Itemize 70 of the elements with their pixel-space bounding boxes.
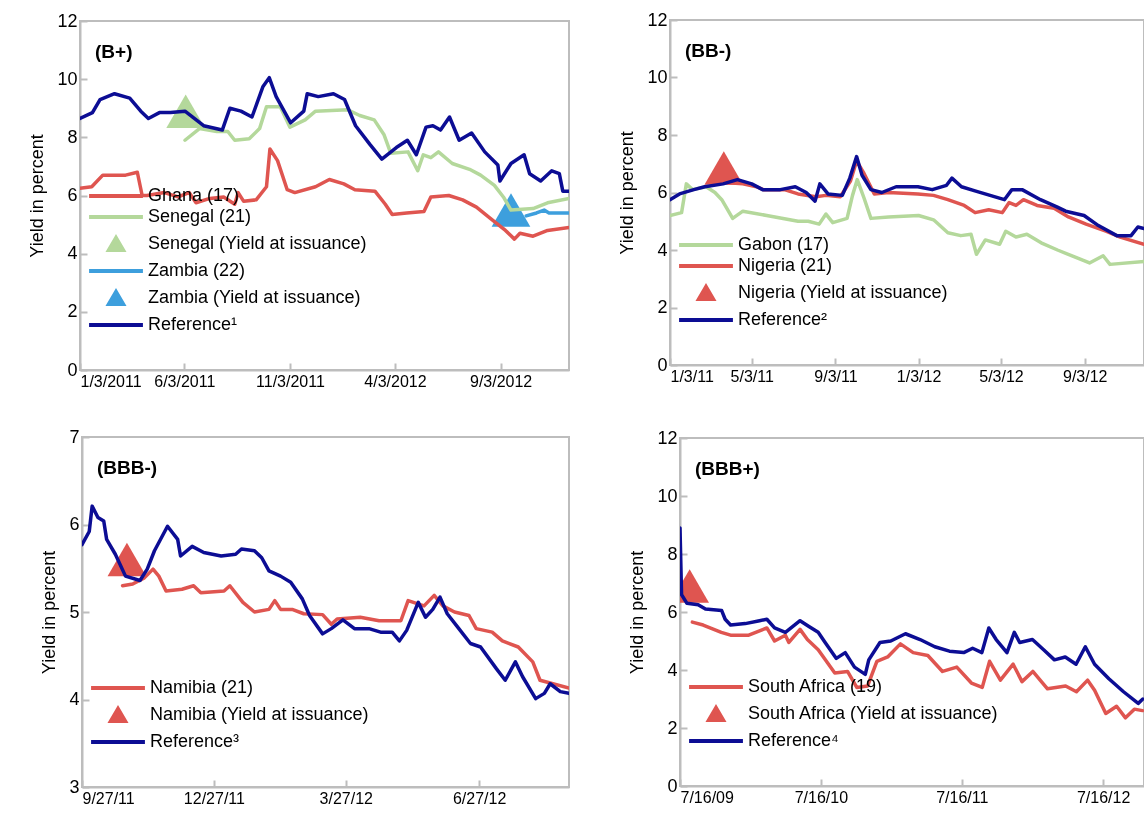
legend-label: Reference¹: [148, 314, 238, 334]
y-tick-label: 4: [657, 239, 668, 260]
x-tick-label: 4/3/2012: [364, 372, 427, 390]
x-tick-label: 5/3/11: [730, 367, 774, 385]
y-tick-label: 0: [67, 359, 78, 380]
y-tick-label: 8: [667, 543, 678, 564]
legend-label: Zambia (Yield at issuance): [148, 287, 361, 307]
x-tick-label: 1/3/11: [670, 367, 714, 385]
x-tick-label: 7/16/12: [1076, 788, 1131, 806]
y-axis-title: Yield in percent: [617, 131, 638, 255]
y-tick-label: 0: [667, 775, 678, 796]
y-tick-label: 10: [657, 485, 678, 506]
legend-label: Namibia (21): [150, 677, 254, 697]
x-tick-label: 7/16/11: [936, 788, 989, 806]
legend-label: Senegal (21): [148, 206, 252, 226]
x-tick-label: 6/27/12: [452, 789, 507, 807]
y-axis-title: Yield in percent: [627, 550, 648, 675]
y-tick-label: 10: [57, 68, 78, 89]
y-tick-label: 4: [67, 243, 78, 264]
legend-label: Nigeria (21): [738, 255, 833, 275]
y-tick-label: 2: [667, 717, 678, 738]
legend-label: Reference²: [738, 309, 828, 329]
y-tick-label: 4: [667, 659, 678, 680]
x-tick-label: 9/3/11: [814, 367, 858, 385]
y-tick-label: 2: [657, 297, 668, 317]
y-tick-label: 6: [67, 185, 78, 205]
x-tick-label: 9/27/11: [82, 789, 135, 807]
text: (B+): [95, 41, 133, 62]
x-tick-label: 7/16/10: [794, 788, 849, 806]
y-tick-label: 6: [657, 182, 668, 202]
x-tick-label: 12/27/11: [183, 789, 246, 807]
y-tick-label: 6: [667, 601, 678, 622]
x-tick-label: 9/3/12: [1063, 367, 1108, 385]
x-tick-label: 6/3/2011: [154, 372, 216, 390]
y-tick-label: 4: [69, 689, 80, 709]
x-tick-label: 11/3/2011: [256, 372, 325, 390]
y-tick-label: 2: [67, 301, 78, 322]
x-tick-label: 7/16/09: [680, 788, 734, 806]
y-axis-title: Yield in percent: [39, 550, 60, 675]
y-tick-label: 0: [657, 354, 668, 375]
y-tick-label: 12: [647, 9, 668, 30]
x-tick-label: 3/27/12: [319, 789, 374, 807]
text: (BBB-): [97, 457, 158, 478]
y-tick-label: 12: [657, 427, 678, 448]
y-tick-label: 10: [647, 67, 668, 87]
text: (BB-): [685, 40, 732, 61]
legend-label: Zambia (22): [148, 260, 246, 280]
legend-label: Reference³: [150, 731, 240, 751]
legend-label: South Africa (Yield at issuance): [748, 703, 998, 723]
x-tick-label: 1/3/2011: [80, 372, 142, 390]
legend-label: Gabon (17): [738, 234, 830, 254]
legend-label: Senegal (Yield at issuance): [148, 233, 367, 253]
x-tick-label: 1/3/12: [896, 367, 942, 385]
y-axis-title: Yield in percent: [27, 134, 48, 258]
line-series: [680, 526, 1144, 706]
y-tick-label: 6: [69, 514, 80, 534]
y-tick-label: 8: [657, 124, 668, 145]
y-tick-label: 8: [67, 126, 78, 147]
y-tick-label: 12: [57, 10, 78, 31]
line-series: [670, 154, 1144, 238]
x-tick-label: 9/3/2012: [469, 372, 533, 390]
y-tick-label: 3: [69, 776, 80, 797]
text: (BBB+): [695, 458, 760, 479]
legend-label: Reference⁴: [748, 730, 839, 750]
line-series: [82, 504, 569, 701]
legend-label: Nigeria (Yield at issuance): [738, 282, 948, 302]
legend-label: Namibia (Yield at issuance): [150, 704, 369, 724]
x-tick-label: 5/3/12: [979, 367, 1024, 385]
y-tick-label: 5: [69, 601, 80, 622]
y-tick-label: 7: [69, 426, 80, 447]
